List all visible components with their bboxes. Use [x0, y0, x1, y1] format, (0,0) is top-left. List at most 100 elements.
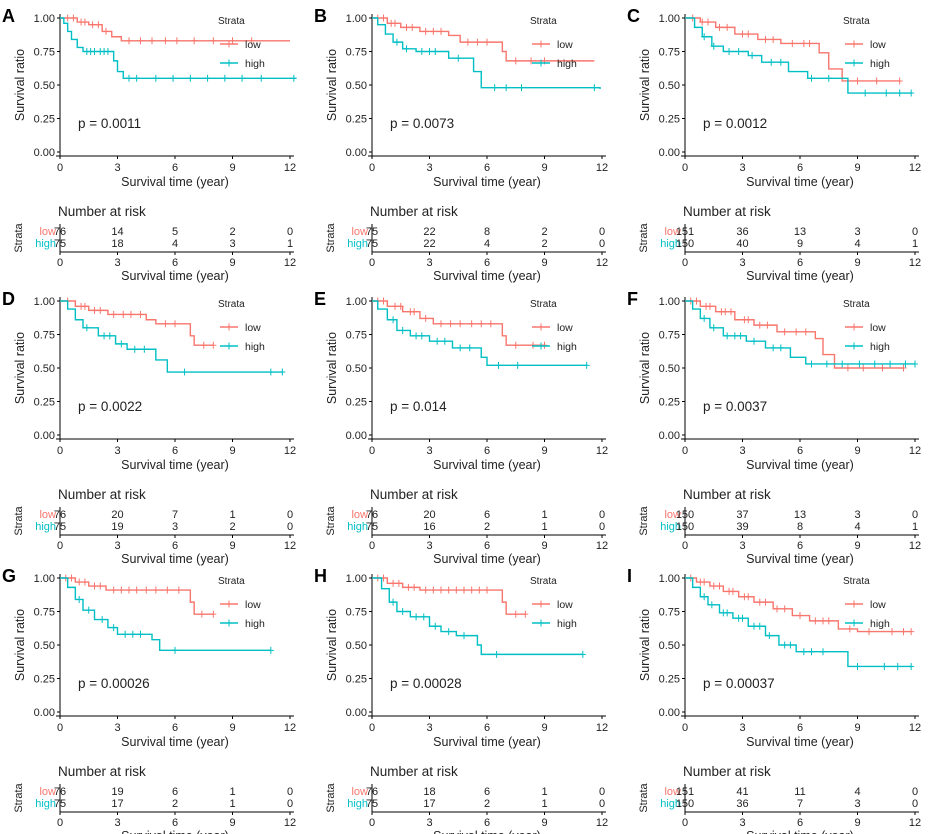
censor-mark-low	[229, 37, 236, 45]
risk-row-label-high: high	[347, 798, 368, 810]
censor-mark-high	[737, 332, 744, 340]
censor-mark-low	[68, 574, 75, 582]
censor-mark-high	[871, 360, 878, 368]
risk-table-ylabel: Strata	[13, 782, 25, 812]
risk-value: 0	[912, 786, 918, 798]
censor-mark-low	[126, 37, 132, 45]
censor-mark-low	[866, 628, 872, 636]
km-curve-high	[372, 577, 583, 656]
risk-x-tick-label: 12	[284, 257, 296, 269]
panel-label: D	[2, 289, 15, 309]
censor-mark-high	[701, 33, 708, 41]
censor-mark-high	[495, 361, 502, 369]
censor-mark-high	[85, 606, 92, 614]
legend-label-high: high	[245, 618, 265, 630]
censor-mark-high	[187, 74, 194, 82]
censor-mark-low	[127, 310, 134, 318]
censor-mark-low	[438, 27, 444, 35]
censor-mark-low	[762, 598, 769, 606]
risk-x-tick-label: 9	[541, 540, 547, 552]
y-tick-label: 0.75	[346, 330, 367, 342]
risk-row-label-high: high	[660, 238, 681, 250]
risk-value: 5	[172, 226, 178, 238]
risk-value: 37	[736, 509, 748, 521]
risk-value: 19	[111, 786, 123, 798]
censor-mark-high	[441, 337, 448, 345]
censor-mark-low	[248, 37, 255, 45]
censor-mark-high	[751, 622, 757, 630]
risk-value: 14	[111, 226, 123, 238]
risk-row-label-low: low	[351, 509, 368, 521]
legend-label-low: low	[870, 599, 886, 611]
legend-mark-low	[851, 323, 857, 331]
censor-mark-high	[152, 74, 159, 82]
risk-x-tick-label: 6	[172, 540, 178, 552]
censor-mark-low	[411, 583, 418, 591]
y-tick-label: 0.75	[34, 330, 55, 342]
legend-label-high: high	[557, 341, 577, 353]
risk-x-tick-label: 6	[172, 257, 178, 269]
y-tick-label: 0.75	[346, 607, 367, 619]
censor-mark-low	[781, 605, 788, 613]
legend-label-low: low	[557, 599, 573, 611]
censor-mark-high	[122, 630, 129, 638]
censor-mark-high	[172, 646, 178, 654]
censor-mark-high	[279, 368, 286, 376]
censor-mark-low	[133, 586, 140, 594]
censor-mark-low	[512, 341, 519, 349]
risk-row-label-low: low	[664, 786, 681, 798]
risk-value: 22	[423, 238, 435, 250]
censor-mark-high	[131, 345, 138, 353]
legend-mark-high	[851, 342, 857, 350]
x-tick-label: 9	[541, 445, 547, 457]
censor-mark-high	[724, 332, 731, 340]
y-tick-label: 0.25	[659, 674, 680, 686]
censor-mark-low	[745, 30, 752, 38]
censor-mark-low	[89, 21, 96, 29]
censor-mark-low	[468, 320, 475, 328]
y-axis-title: Survival ratio	[325, 49, 339, 121]
risk-value: 11	[794, 786, 805, 798]
censor-mark-low	[478, 320, 485, 328]
legend-mark-high	[538, 619, 544, 627]
censor-mark-high	[770, 344, 777, 352]
risk-row-label-low: low	[664, 226, 681, 238]
risk-x-tick-label: 6	[172, 817, 178, 829]
risk-x-axis-title: Survival time (year)	[746, 829, 854, 834]
legend-label-low: low	[245, 322, 261, 334]
risk-x-tick-label: 0	[57, 257, 63, 269]
x-tick-label: 3	[426, 445, 432, 457]
censor-mark-high	[418, 332, 425, 340]
y-tick-label: 0.75	[346, 47, 367, 59]
censor-mark-high	[751, 337, 757, 345]
risk-row-label-high: high	[35, 798, 56, 810]
risk-value: 4	[854, 521, 860, 533]
risk-x-tick-label: 6	[484, 257, 490, 269]
risk-x-tick-label: 9	[229, 257, 235, 269]
censor-mark-low	[152, 586, 159, 594]
y-tick-label: 0.50	[34, 640, 55, 652]
risk-x-tick-label: 12	[596, 817, 608, 829]
risk-value: 7	[172, 509, 178, 521]
y-tick-label: 1.00	[346, 13, 367, 25]
y-axis-title: Survival ratio	[638, 49, 652, 121]
censor-mark-high	[724, 609, 731, 617]
risk-table-title: Number at risk	[58, 487, 146, 502]
y-tick-label: 1.00	[659, 13, 680, 25]
x-tick-label: 3	[114, 722, 120, 734]
panel-label: B	[314, 6, 327, 26]
censor-mark-low	[764, 321, 771, 329]
risk-table-title: Number at risk	[58, 764, 146, 779]
risk-table-title: Number at risk	[370, 487, 458, 502]
risk-x-tick-label: 9	[854, 257, 860, 269]
censor-mark-high	[749, 52, 756, 60]
p-value: p = 0.0037	[703, 399, 767, 414]
risk-x-tick-label: 12	[909, 540, 921, 552]
risk-x-tick-label: 3	[114, 817, 120, 829]
risk-x-tick-label: 6	[797, 540, 803, 552]
y-tick-label: 0.25	[346, 674, 367, 686]
censor-mark-high	[118, 340, 125, 348]
p-value: p = 0.00028	[390, 676, 462, 691]
y-tick-label: 1.00	[346, 573, 367, 585]
x-tick-label: 9	[229, 722, 235, 734]
